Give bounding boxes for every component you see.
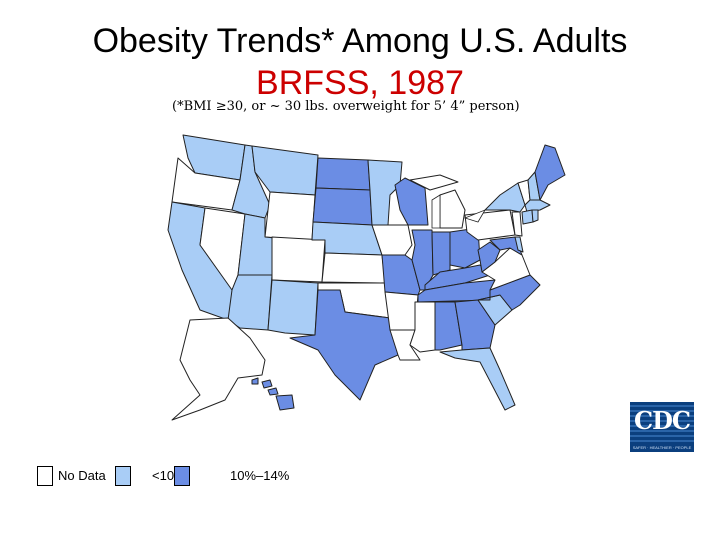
state-hi-3: [267, 387, 279, 396]
logo-tagline: SAFER · HEALTHIER · PEOPLE: [632, 445, 692, 450]
state-wi: [394, 177, 429, 226]
state-ri: [531, 209, 539, 223]
state-nj: [511, 211, 523, 237]
state-in: [431, 231, 451, 276]
lake-michigan: [431, 194, 441, 229]
state-hi-4: [275, 394, 295, 411]
state-de: [514, 236, 524, 253]
cdc-logo: CDC SAFER · HEALTHIER · PEOPLE: [630, 402, 694, 452]
state-ct: [521, 209, 534, 225]
state-md: [489, 236, 523, 256]
state-fl: [439, 347, 516, 411]
states: [167, 134, 566, 421]
state-sd: [312, 187, 373, 226]
state-tx: [289, 289, 399, 401]
state-va: [481, 247, 531, 291]
state-mi-up: [409, 174, 459, 191]
state-mn: [367, 159, 403, 226]
state-al: [434, 301, 463, 351]
logo-stripes: [630, 402, 694, 444]
state-wv: [477, 241, 501, 273]
state-az: [227, 274, 273, 331]
state-me: [534, 144, 566, 201]
state-hi-2: [261, 379, 273, 389]
bmi-footnote: (*BMI ≥30, or ~ 30 lbs. overweight for 5…: [172, 99, 520, 114]
legend-swatch-10to14: [174, 466, 190, 486]
state-nc: [477, 274, 541, 311]
state-wy: [264, 191, 316, 241]
state-mi: [439, 189, 466, 229]
state-nm: [267, 279, 319, 336]
state-co: [271, 236, 326, 283]
state-nd: [315, 157, 371, 191]
legend-label-10to14: 10%–14%: [230, 468, 290, 483]
title: Obesity Trends* Among U.S. Adults: [92, 22, 628, 60]
legend-swatch-lt10: [115, 466, 131, 486]
state-pa: [464, 209, 516, 241]
state-ks: [321, 252, 386, 284]
legend-label-no-data: No Data: [58, 468, 106, 483]
state-ar: [384, 291, 419, 331]
state-ak: [171, 317, 266, 421]
lake-erie: [463, 209, 486, 223]
logo-text: CDC: [633, 406, 691, 435]
legend-swatch-no-data: [37, 466, 53, 486]
great-lakes: [431, 194, 486, 229]
state-hi-1: [251, 377, 259, 385]
subtitle-red: BRFSS, 1987: [256, 64, 464, 102]
state-ia: [371, 224, 413, 256]
